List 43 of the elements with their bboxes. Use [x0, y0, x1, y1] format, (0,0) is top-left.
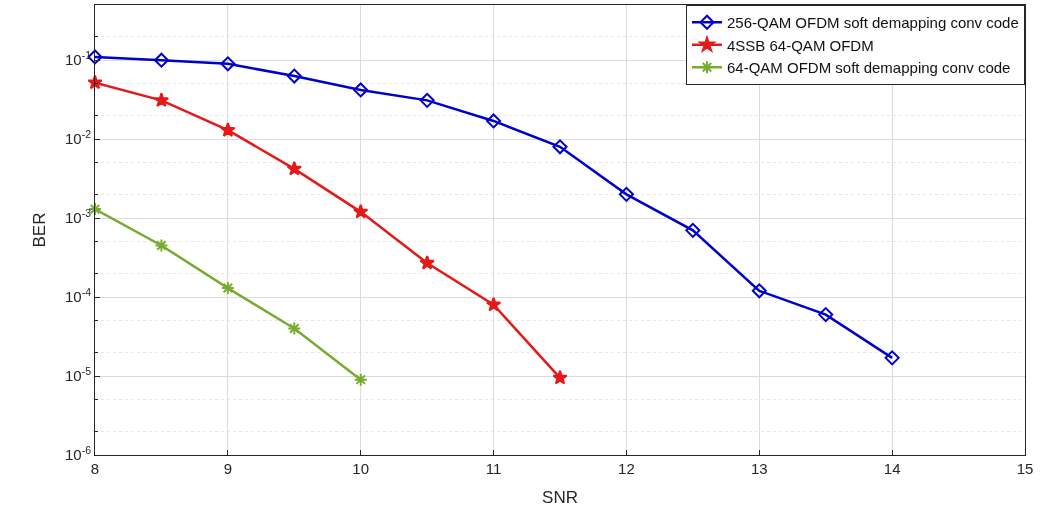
y-tick-label: 10$^{-3}$ — [64, 207, 92, 227]
y-tick-label: 10$^{-6}$ — [64, 443, 92, 464]
point — [353, 82, 369, 98]
point — [353, 203, 369, 219]
point — [884, 350, 900, 366]
point — [286, 160, 302, 176]
y-axis-title: BER — [29, 212, 49, 248]
x-tick-label: 11 — [485, 460, 502, 477]
x-tick-label: 10 — [352, 460, 370, 477]
point — [485, 296, 502, 312]
point — [87, 74, 103, 90]
y-tick-label: 10$^{-4}$ — [64, 286, 92, 306]
y-tick-label: 10$^{-2}$ — [64, 128, 92, 148]
point — [220, 56, 236, 72]
x-tick-label: 8 — [90, 460, 100, 477]
point — [287, 321, 302, 336]
y-tick-label: 10$^{-1}$ — [64, 49, 92, 69]
x-tick-label: 13 — [750, 460, 768, 477]
point — [153, 92, 170, 108]
point — [286, 68, 302, 84]
point — [552, 139, 568, 155]
x-tick-label: 14 — [883, 460, 901, 477]
legend-label: 4SSB 64-QAM OFDM — [727, 36, 874, 54]
point — [153, 52, 169, 68]
point — [618, 186, 634, 202]
point — [220, 122, 236, 137]
point — [154, 238, 169, 253]
point — [419, 92, 435, 108]
point — [685, 222, 701, 238]
point — [818, 307, 834, 323]
point — [353, 372, 368, 387]
point — [552, 369, 568, 385]
legend-label: 256-QAM OFDM soft demapping conv code — [727, 14, 1019, 32]
x-axis-title: SNR — [542, 488, 578, 508]
legend-label: 64-QAM OFDM soft demapping conv code — [727, 59, 1011, 77]
point — [419, 255, 435, 270]
x-tick-label: 9 — [223, 460, 233, 477]
point — [220, 281, 235, 296]
x-tick-label: 15 — [1016, 460, 1034, 477]
point — [751, 283, 767, 299]
point — [486, 113, 502, 129]
x-tick-label: 12 — [618, 460, 635, 477]
y-tick-label: 10$^{-5}$ — [64, 364, 92, 385]
